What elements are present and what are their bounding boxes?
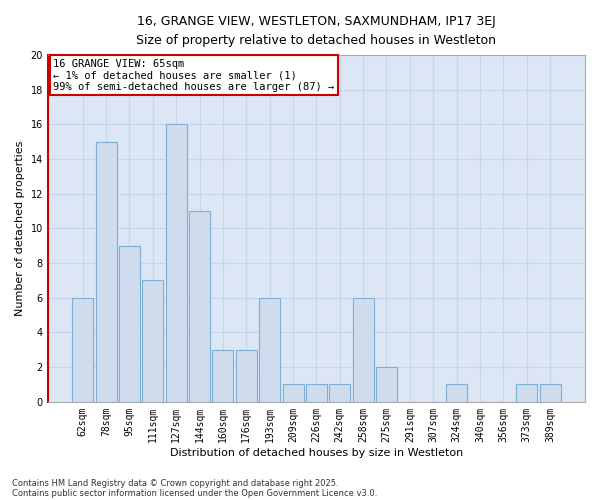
Bar (283, 384, 304, 402)
Bar (516, 384, 537, 402)
Text: Contains public sector information licensed under the Open Government Licence v3: Contains public sector information licen… (12, 488, 377, 498)
Bar (119, 246, 140, 402)
X-axis label: Distribution of detached houses by size in Westleton: Distribution of detached houses by size … (170, 448, 463, 458)
Bar (539, 384, 560, 402)
Bar (306, 384, 327, 402)
Bar (95, 142, 116, 402)
Bar (446, 384, 467, 402)
Bar (142, 280, 163, 402)
Bar (166, 124, 187, 402)
Bar (376, 367, 397, 402)
Text: 16 GRANGE VIEW: 65sqm
← 1% of detached houses are smaller (1)
99% of semi-detach: 16 GRANGE VIEW: 65sqm ← 1% of detached h… (53, 58, 334, 92)
Bar (353, 298, 374, 402)
Y-axis label: Number of detached properties: Number of detached properties (15, 141, 25, 316)
Bar (72, 298, 93, 402)
Bar (212, 350, 233, 402)
Bar (189, 211, 210, 402)
Bar (329, 384, 350, 402)
Title: 16, GRANGE VIEW, WESTLETON, SAXMUNDHAM, IP17 3EJ
Size of property relative to de: 16, GRANGE VIEW, WESTLETON, SAXMUNDHAM, … (136, 15, 496, 47)
Text: Contains HM Land Registry data © Crown copyright and database right 2025.: Contains HM Land Registry data © Crown c… (12, 478, 338, 488)
Bar (259, 298, 280, 402)
Bar (236, 350, 257, 402)
